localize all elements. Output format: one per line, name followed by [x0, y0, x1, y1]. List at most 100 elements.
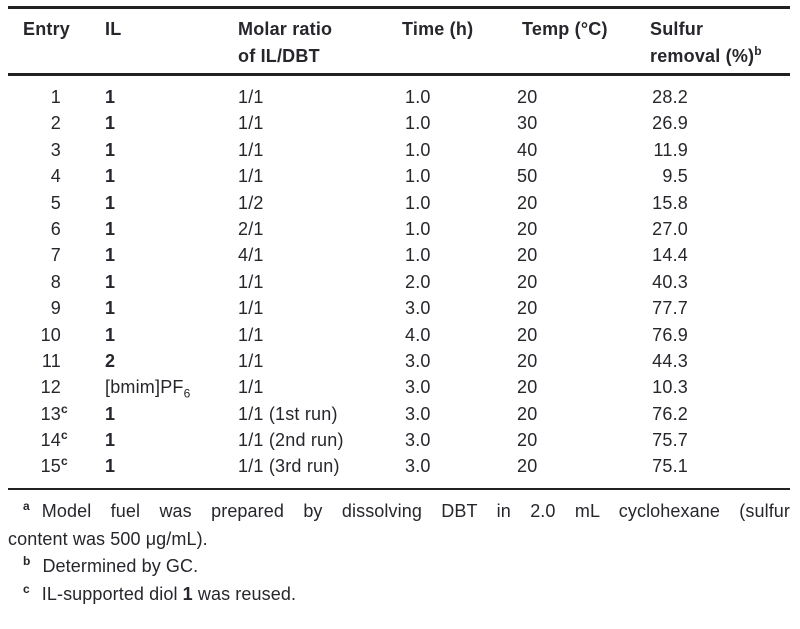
table-row: 13c 1 1/1 (1st run) 3.0 20 76.2 [8, 401, 790, 427]
column-header-sulfur-line2: removal (%)b [650, 44, 762, 66]
table-row: 5 1 1/2 1.0 20 15.8 [8, 190, 790, 216]
table-row: 4 1 1/1 1.0 50 9.5 [8, 163, 790, 189]
cell-il: 1 [105, 113, 116, 134]
cell-entry: 14c [40, 428, 68, 451]
cell-molar-ratio: 1/1 [238, 166, 264, 187]
cell-time: 3.0 [405, 456, 431, 477]
cell-il: 2 [105, 350, 116, 371]
cell-sulfur-removal: 9.5 [642, 163, 790, 189]
table-row: 15c 1 1/1 (3rd run) 3.0 20 75.1 [8, 453, 790, 479]
cell-il: 1 [105, 166, 116, 187]
table-top-rule [8, 6, 790, 9]
cell-time: 3.0 [405, 350, 431, 371]
cell-time: 1.0 [405, 139, 431, 160]
cell-sulfur-removal: 44.3 [642, 348, 790, 374]
cell-temp: 20 [517, 430, 538, 451]
results-table: Entry IL Molar ratio of IL/DBT Time (h) … [8, 6, 790, 608]
cell-temp: 20 [517, 218, 538, 239]
cell-time: 1.0 [405, 245, 431, 266]
compound-1-bold: 1 [182, 583, 193, 604]
column-header-molar-ratio: Molar ratio of IL/DBT [238, 16, 402, 70]
cell-il: 1 [105, 324, 116, 345]
cell-sulfur-removal: 27.0 [642, 216, 790, 242]
cell-entry: 12 [40, 377, 61, 398]
cell-molar-ratio: 1/2 [238, 192, 264, 213]
footnote-b: b Determined by GC. [8, 553, 790, 581]
sulfur-removal-value: 9.5 [662, 166, 688, 187]
column-header-sulfur-line1: Sulfur [650, 19, 704, 39]
cell-temp: 20 [517, 456, 538, 477]
cell-temp: 20 [517, 350, 538, 371]
cell-time: 1.0 [405, 87, 431, 107]
cell-molar-ratio: 1/1 (2nd run) [238, 430, 344, 451]
cell-sulfur-removal: 28.2 [642, 84, 790, 110]
cell-entry: 9 [50, 298, 61, 319]
column-header-temp: Temp (°C) [482, 16, 642, 70]
cell-temp: 20 [517, 271, 538, 292]
cell-temp: 30 [517, 113, 538, 134]
cell-sulfur-removal: 40.3 [642, 269, 790, 295]
footnote-a-line1: a Model fuel was prepared by dissolving D… [8, 498, 790, 526]
table-row: 2 1 1/1 1.0 30 26.9 [8, 110, 790, 136]
cell-temp: 40 [517, 139, 538, 160]
sulfur-removal-value: 15.8 [652, 192, 688, 213]
cell-entry: 6 [50, 218, 61, 239]
cell-molar-ratio: 4/1 [238, 245, 264, 266]
table-row: 6 1 2/1 1.0 20 27.0 [8, 216, 790, 242]
footnote-a-marker: a [23, 499, 30, 514]
table-row: 10 1 1/1 4.0 20 76.9 [8, 322, 790, 348]
cell-sulfur-removal: 77.7 [642, 295, 790, 321]
cell-time: 3.0 [405, 377, 431, 398]
cell-time: 1.0 [405, 166, 431, 187]
cell-time: 4.0 [405, 324, 431, 345]
footnotes: a Model fuel was prepared by dissolving D… [8, 498, 790, 608]
cell-temp: 20 [517, 377, 538, 398]
cell-temp: 20 [517, 403, 538, 424]
sulfur-removal-value: 27.0 [652, 218, 688, 239]
cell-molar-ratio: 1/1 [238, 298, 264, 319]
sulfur-removal-value: 40.3 [652, 271, 688, 292]
column-header-molar-ratio-line2: of IL/DBT [238, 46, 320, 66]
table-row: 9 1 1/1 3.0 20 77.7 [8, 295, 790, 321]
cell-temp: 20 [517, 324, 538, 345]
table-row: 12 [bmim]PF6 1/1 3.0 20 10.3 [8, 374, 790, 400]
cell-temp: 20 [517, 87, 538, 107]
cell-molar-ratio: 1/1 [238, 377, 264, 398]
cell-time: 3.0 [405, 403, 431, 424]
sulfur-removal-value: 76.2 [652, 403, 688, 424]
table-bottom-rule [8, 487, 790, 491]
cell-sulfur-removal: 15.8 [642, 190, 790, 216]
cell-entry: 2 [50, 113, 61, 134]
footnote-a-line2: content was 500 μg/mL). [8, 528, 208, 549]
footnote-b-reference: b [754, 44, 762, 58]
sulfur-removal-value: 10.3 [652, 377, 688, 398]
table-row: 1 1 1/1 1.0 20 28.2 [8, 84, 790, 110]
cell-sulfur-removal: 75.7 [642, 427, 790, 453]
cell-il: 1 [105, 245, 116, 266]
cell-entry: 13c [40, 401, 68, 424]
cell-entry: 3 [50, 139, 61, 160]
footnote-b-marker: b [23, 554, 31, 569]
cell-entry: 8 [50, 271, 61, 292]
table-header: Entry IL Molar ratio of IL/DBT Time (h) … [8, 9, 790, 73]
cell-time: 3.0 [405, 298, 431, 319]
table-row: 14c 1 1/1 (2nd run) 3.0 20 75.7 [8, 427, 790, 453]
cell-temp: 20 [517, 192, 538, 213]
cell-sulfur-removal: 26.9 [642, 110, 790, 136]
cell-entry: 7 [50, 245, 61, 266]
cell-entry: 1 [50, 87, 61, 107]
cell-molar-ratio: 1/1 [238, 113, 264, 134]
cell-molar-ratio: 1/1 [238, 324, 264, 345]
sulfur-removal-value: 11.9 [653, 139, 688, 160]
cell-entry: 15c [40, 454, 68, 477]
cell-sulfur-removal: 75.1 [642, 453, 790, 479]
cell-time: 1.0 [405, 218, 431, 239]
table-row: 11 2 1/1 3.0 20 44.3 [8, 348, 790, 374]
column-header-temp-label: Temp (°C) [522, 19, 608, 39]
cell-time: 1.0 [405, 192, 431, 213]
cell-time: 3.0 [405, 430, 431, 451]
column-header-il: IL [105, 16, 238, 70]
cell-molar-ratio: 1/1 (3rd run) [238, 456, 340, 477]
footnote-c-marker: c [23, 581, 30, 596]
